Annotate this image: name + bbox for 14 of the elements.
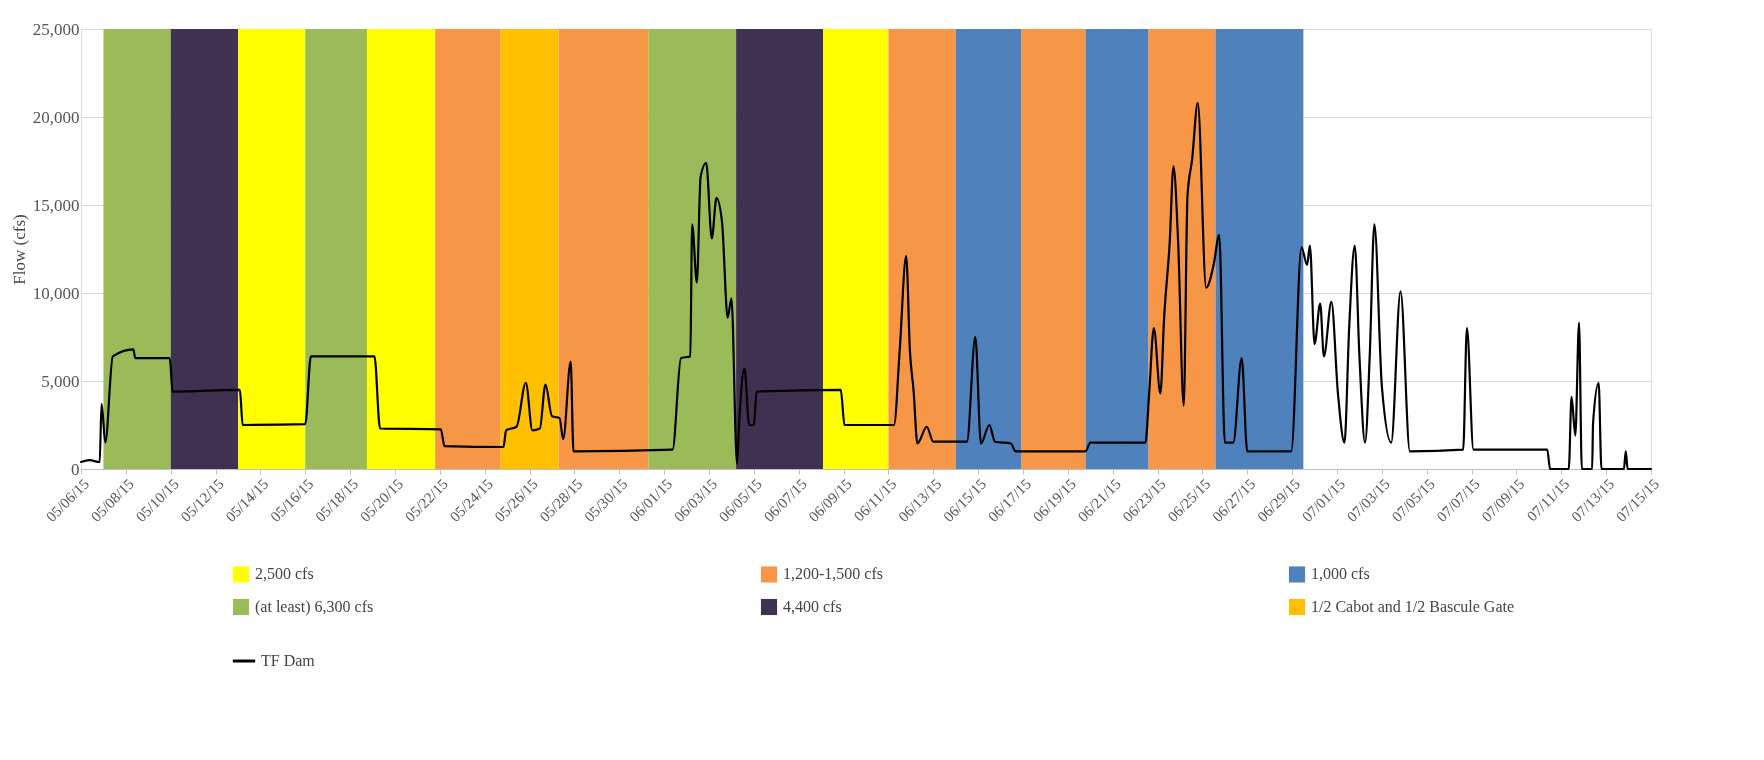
legend-label: 1,000 cfs — [1311, 565, 1370, 583]
legend-label: TF Dam — [261, 652, 316, 669]
y-axis-title: Flow (cfs) — [9, 214, 29, 285]
y-tick-label: 5,000 — [41, 371, 80, 391]
legend-label: 1,200-1,500 cfs — [783, 565, 883, 583]
legend-label: 4,400 cfs — [783, 598, 842, 615]
y-tick-label: 20,000 — [32, 107, 80, 127]
y-tick-label: 15,000 — [32, 195, 80, 215]
legend-label: 2,500 cfs — [255, 565, 314, 583]
y-tick-label: 0 — [71, 459, 80, 479]
y-tick-label: 25,000 — [32, 19, 80, 39]
legend-label: 1/2 Cabot and 1/2 Bascule Gate — [1311, 598, 1515, 615]
legend-label: (at least) 6,300 cfs — [255, 598, 374, 616]
y-tick-label: 10,000 — [32, 283, 80, 303]
